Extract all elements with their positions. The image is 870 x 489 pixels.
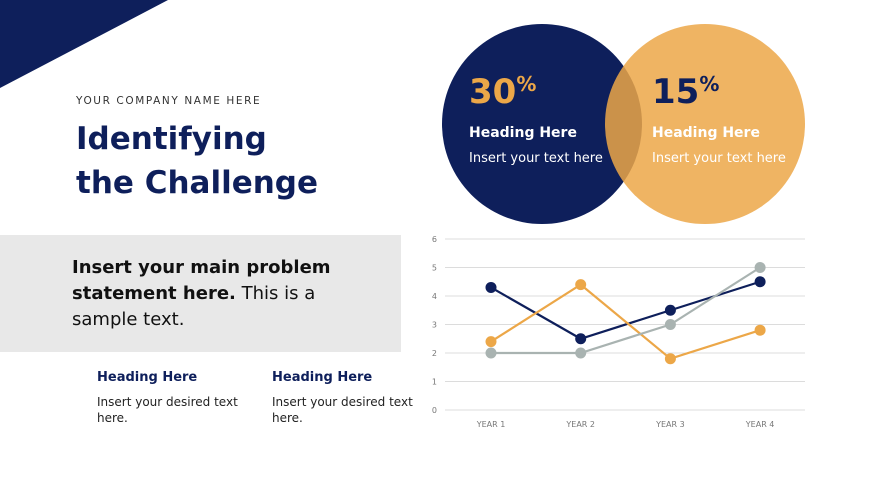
data-point [664, 319, 676, 330]
circle-text-1: Insert your text here [469, 151, 603, 166]
column-heading: Heading Here [97, 370, 198, 385]
y-tick-label: 5 [432, 264, 437, 273]
circle-heading-1: Heading Here [469, 125, 577, 141]
data-point [664, 353, 676, 365]
x-tick-label: YEAR 4 [745, 420, 775, 429]
data-point [485, 336, 497, 348]
circle-text-2: Insert your text here [652, 151, 786, 166]
column-2: Heading Here Insert your desired text he… [272, 370, 422, 426]
data-point [754, 262, 766, 273]
x-tick-label: YEAR 1 [476, 420, 506, 429]
data-point [754, 276, 766, 288]
column-text: Insert your desired text here. [97, 395, 238, 425]
problem-statement-box: Insert your main problem statement here.… [0, 235, 401, 352]
column-1: Heading Here Insert your desired text he… [97, 370, 247, 426]
circle-heading-2: Heading Here [652, 125, 760, 141]
data-point [485, 347, 497, 359]
data-point [664, 304, 676, 316]
stat-value-2: 15% [652, 72, 720, 112]
title-line-1: Identifying [76, 121, 267, 157]
title-line-2: the Challenge [76, 165, 319, 201]
series-line-2 [490, 283, 761, 360]
y-tick-label: 1 [432, 378, 437, 387]
y-tick-label: 6 [432, 235, 437, 244]
column-heading: Heading Here [272, 370, 373, 385]
stat-value-1: 30% [469, 72, 537, 112]
problem-text: This is a sample text. [72, 283, 316, 330]
circle-2 [605, 24, 805, 224]
problem-bold: Insert your main problem statement here. [72, 257, 331, 304]
series-line-1 [490, 280, 761, 340]
y-tick-label: 3 [432, 321, 437, 330]
data-point [575, 333, 587, 345]
corner-triangle [0, 0, 168, 88]
x-tick-label: YEAR 3 [655, 420, 685, 429]
y-tick-label: 2 [432, 349, 437, 358]
problem-statement: Insert your main problem statement here.… [72, 255, 372, 333]
y-tick-label: 0 [432, 406, 437, 415]
data-point [575, 279, 587, 291]
data-point [575, 347, 587, 359]
y-tick-label: 4 [432, 292, 437, 301]
data-point [754, 324, 766, 336]
x-tick-label: YEAR 2 [565, 420, 595, 429]
series-line-3 [491, 266, 761, 355]
slide-title: Identifying the Challenge [76, 117, 318, 205]
company-name: YOUR COMPANY NAME HERE [76, 95, 262, 107]
data-point [485, 281, 497, 293]
column-text: Insert your desired text here. [272, 395, 413, 425]
